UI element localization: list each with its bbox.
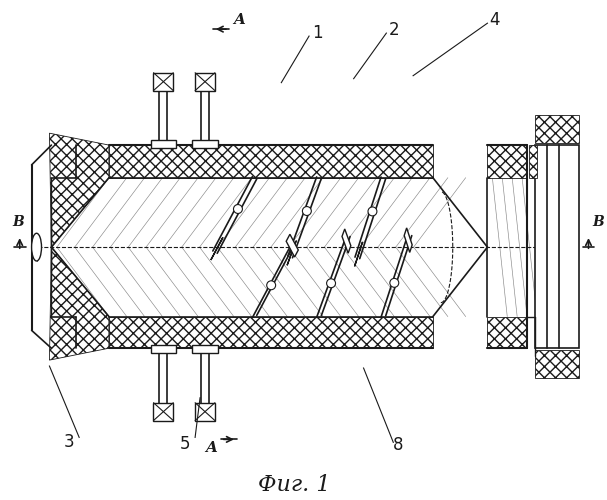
Polygon shape [354, 242, 362, 266]
Bar [154, 72, 174, 90]
Bar [151, 140, 176, 148]
Text: Фиг. 1: Фиг. 1 [258, 474, 330, 496]
Ellipse shape [32, 234, 41, 261]
Circle shape [390, 278, 399, 287]
Bar [109, 145, 433, 178]
Bar [535, 116, 578, 143]
Text: 8: 8 [393, 436, 404, 454]
Bar [195, 72, 215, 90]
Polygon shape [342, 229, 351, 253]
Bar [535, 145, 578, 348]
Text: 3: 3 [64, 434, 75, 452]
Circle shape [327, 279, 336, 287]
Bar [192, 140, 218, 148]
Circle shape [302, 206, 311, 216]
Bar [487, 316, 527, 348]
Polygon shape [286, 234, 298, 257]
Circle shape [234, 204, 242, 214]
Text: A: A [205, 442, 217, 456]
Polygon shape [49, 133, 109, 247]
Bar [529, 145, 537, 178]
Bar [195, 402, 215, 420]
Bar [487, 145, 527, 178]
Polygon shape [287, 241, 296, 266]
Polygon shape [211, 238, 223, 260]
Text: 2: 2 [388, 21, 399, 39]
Bar [109, 316, 433, 348]
Polygon shape [49, 247, 109, 360]
Text: 5: 5 [180, 436, 191, 454]
Bar [151, 345, 176, 353]
Circle shape [266, 281, 276, 289]
Text: 4: 4 [489, 11, 500, 29]
Text: B: B [12, 216, 24, 230]
Bar [535, 350, 578, 378]
Text: 1: 1 [312, 24, 323, 42]
Bar [154, 402, 174, 420]
Polygon shape [404, 228, 412, 252]
Circle shape [368, 207, 377, 216]
Text: A: A [232, 13, 245, 27]
Bar [192, 345, 218, 353]
Text: B: B [592, 216, 604, 230]
